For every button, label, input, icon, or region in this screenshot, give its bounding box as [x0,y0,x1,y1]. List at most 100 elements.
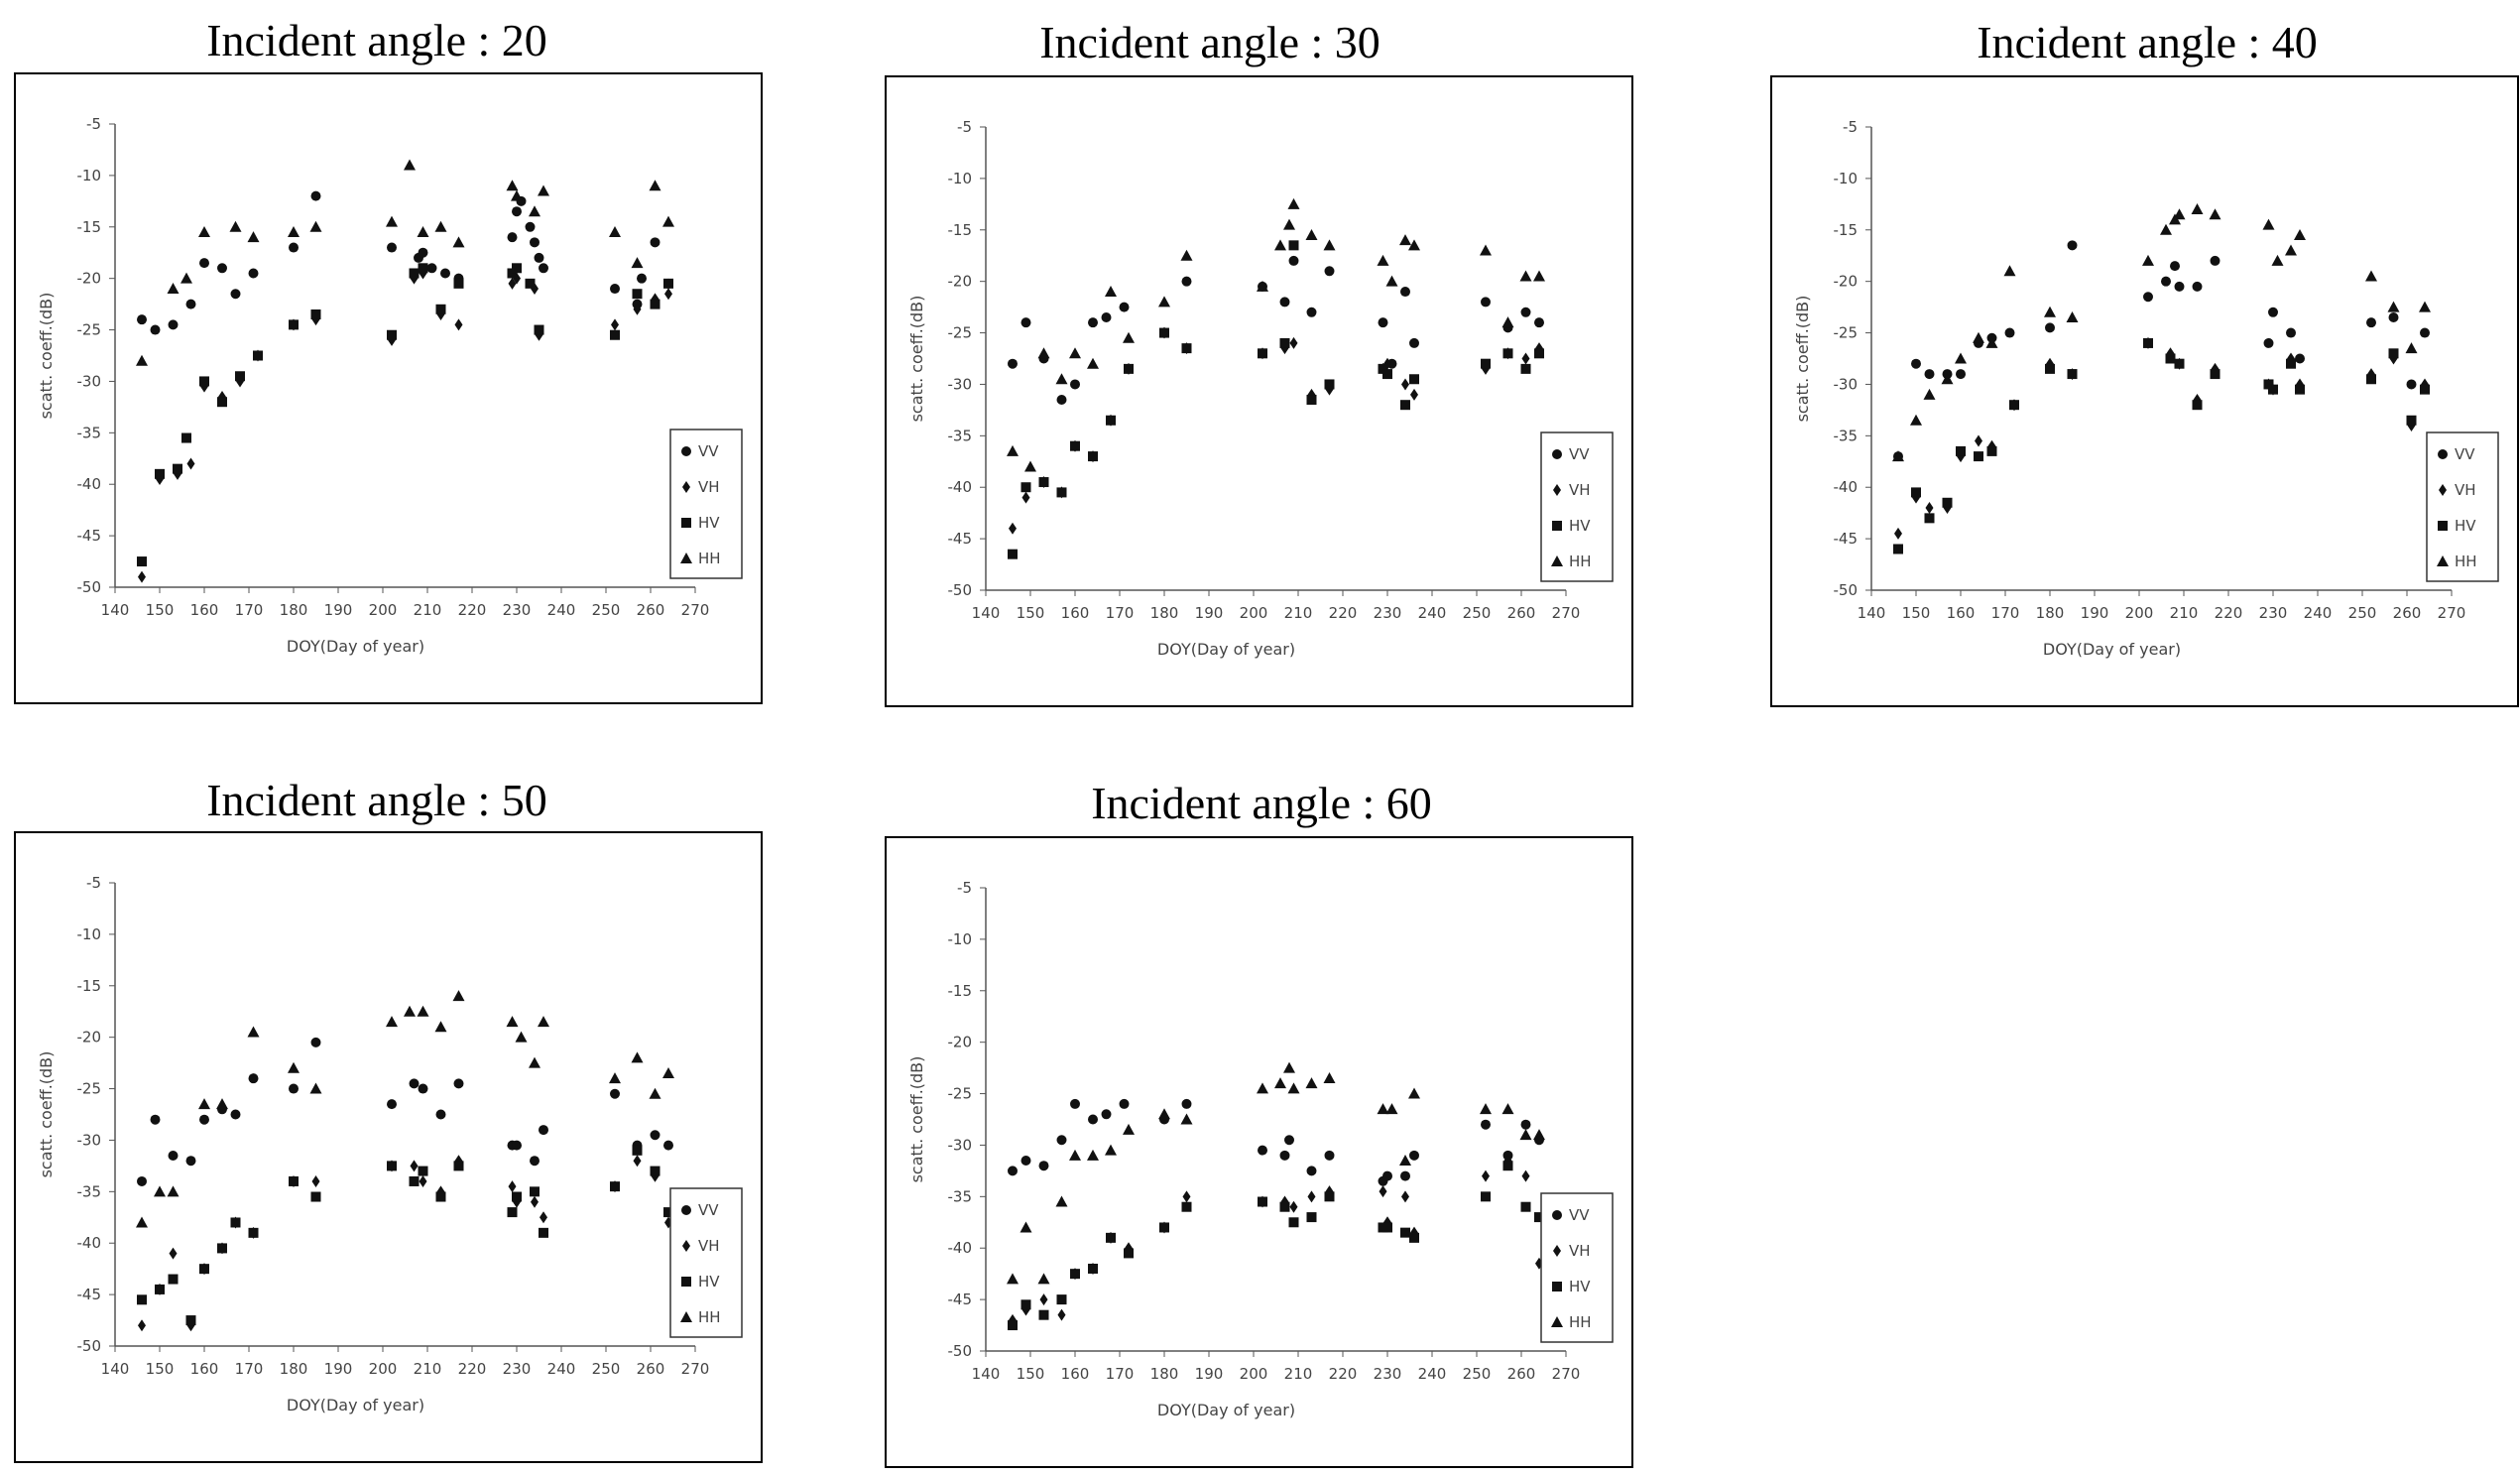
x-tick-label: 150 [146,1360,175,1378]
data-point [650,1130,660,1141]
data-point [1283,218,1295,230]
x-tick-label: 200 [369,601,398,619]
data-point [1288,255,1299,266]
data-point [515,1031,528,1043]
data-point [1181,1098,1192,1109]
data-point [1008,358,1018,369]
y-tick-label: -25 [77,321,102,339]
data-point [1924,513,1935,524]
data-point [387,242,397,253]
y-tick-label: -45 [77,527,102,545]
data-point [418,1166,428,1176]
data-point [632,289,643,300]
data-point [1181,276,1192,287]
data-point [2210,369,2220,380]
data-point [1070,1098,1080,1109]
scatter-plot-angle-60: -5 -10 -15 -20 -25 -30 -35 -40 -45 -50 140 150 160 17… [907,879,1614,1419]
data-point [2067,369,2078,380]
legend-label: HV [698,1273,720,1291]
data-point [185,1315,196,1326]
data-point [309,1082,322,1094]
data-point [1123,331,1135,343]
plot-area: -5 -10 -15 -20 -25 -30 -35 -40 -45 -50 140 150 160 17… [907,118,1580,659]
data-point [454,318,463,331]
series-hv [1008,1161,1544,1331]
data-point [1038,1309,1049,1320]
data-point [155,468,165,479]
data-point [289,242,299,253]
legend-label: HV [698,514,720,532]
data-point [1408,239,1420,251]
x-tick-label: 170 [1991,604,2020,622]
y-axis-label: scatt. coeff.(dB) [1793,296,1812,423]
legend: VV VH HV HH [1540,431,1614,582]
data-point [1378,317,1388,328]
data-point [1383,1216,1391,1229]
data-point [288,1061,300,1073]
data-point [1070,440,1080,451]
data-point [2263,337,2274,348]
y-tick-label: -5 [957,879,972,897]
legend-marker [680,1311,692,1322]
data-point [1258,1145,1267,1156]
data-point [138,570,146,583]
data-point [1501,316,1514,328]
y-tick-label: -50 [77,1337,102,1355]
data-point [1400,400,1410,411]
x-tick-label: 210 [414,1360,442,1378]
plot-area: -5 -10 -15 -20 -25 -30 -35 -40 -45 -50 140 150 160 17… [37,115,709,656]
data-point [539,1125,548,1136]
data-point [2286,327,2296,338]
data-point [1377,1103,1389,1115]
data-point [1956,369,1966,380]
data-point [387,1161,397,1171]
data-point [2271,254,2284,266]
data-point [387,329,397,340]
legend-marker [681,518,691,528]
series-vh [1009,326,1543,535]
data-point [137,1294,147,1305]
series-hv [137,263,673,567]
legend-marker [2437,555,2449,566]
data-point [506,180,519,191]
data-point [150,1114,161,1125]
x-tick-label: 140 [1858,604,1886,622]
x-tick-label: 170 [235,601,264,619]
chart-title-angle-20: Incident angle : 20 [206,15,547,65]
legend-marker [1552,1282,1562,1292]
data-point [1088,317,1098,328]
data-point [1020,1156,1031,1167]
data-point [2420,384,2430,395]
x-tick-label: 250 [1463,604,1492,622]
data-point [1289,1200,1298,1213]
data-point [1159,327,1169,338]
data-point [198,225,210,237]
chart-title-angle-40: Incident angle : 40 [1977,17,2318,67]
data-point [651,1169,660,1182]
data-point [631,1051,644,1063]
data-point [1385,275,1398,287]
data-point [1408,1087,1420,1099]
data-point [310,190,321,201]
x-tick-label: 240 [547,601,576,619]
x-axis-label: DOY(Day of year) [1157,640,1295,659]
data-point [1377,254,1389,266]
series-vh [1894,336,2429,540]
x-tick-label: 260 [1507,1365,1536,1383]
data-point [534,324,544,335]
data-point [2388,348,2399,359]
chart-panel-angle-30: -5 -10 -15 -20 -25 -30 -35 -40 -45 -50 140 150 160 17… [885,75,1633,707]
data-point [434,1021,447,1033]
scatter-plot-angle-30: -5 -10 -15 -20 -25 -30 -35 -40 -45 -50 140 150 160 17… [907,118,1614,659]
legend-label: HV [1569,1278,1591,1295]
legend: VV VH HV HH [669,1187,743,1338]
data-point [529,205,540,217]
data-point [1181,1201,1192,1212]
data-point [216,1098,228,1110]
x-tick-label: 140 [101,1360,130,1378]
data-point [404,159,416,171]
x-tick-label: 210 [1284,1365,1313,1383]
x-tick-label: 160 [1061,1365,1090,1383]
data-point [2174,358,2185,369]
data-point [435,1109,446,1120]
